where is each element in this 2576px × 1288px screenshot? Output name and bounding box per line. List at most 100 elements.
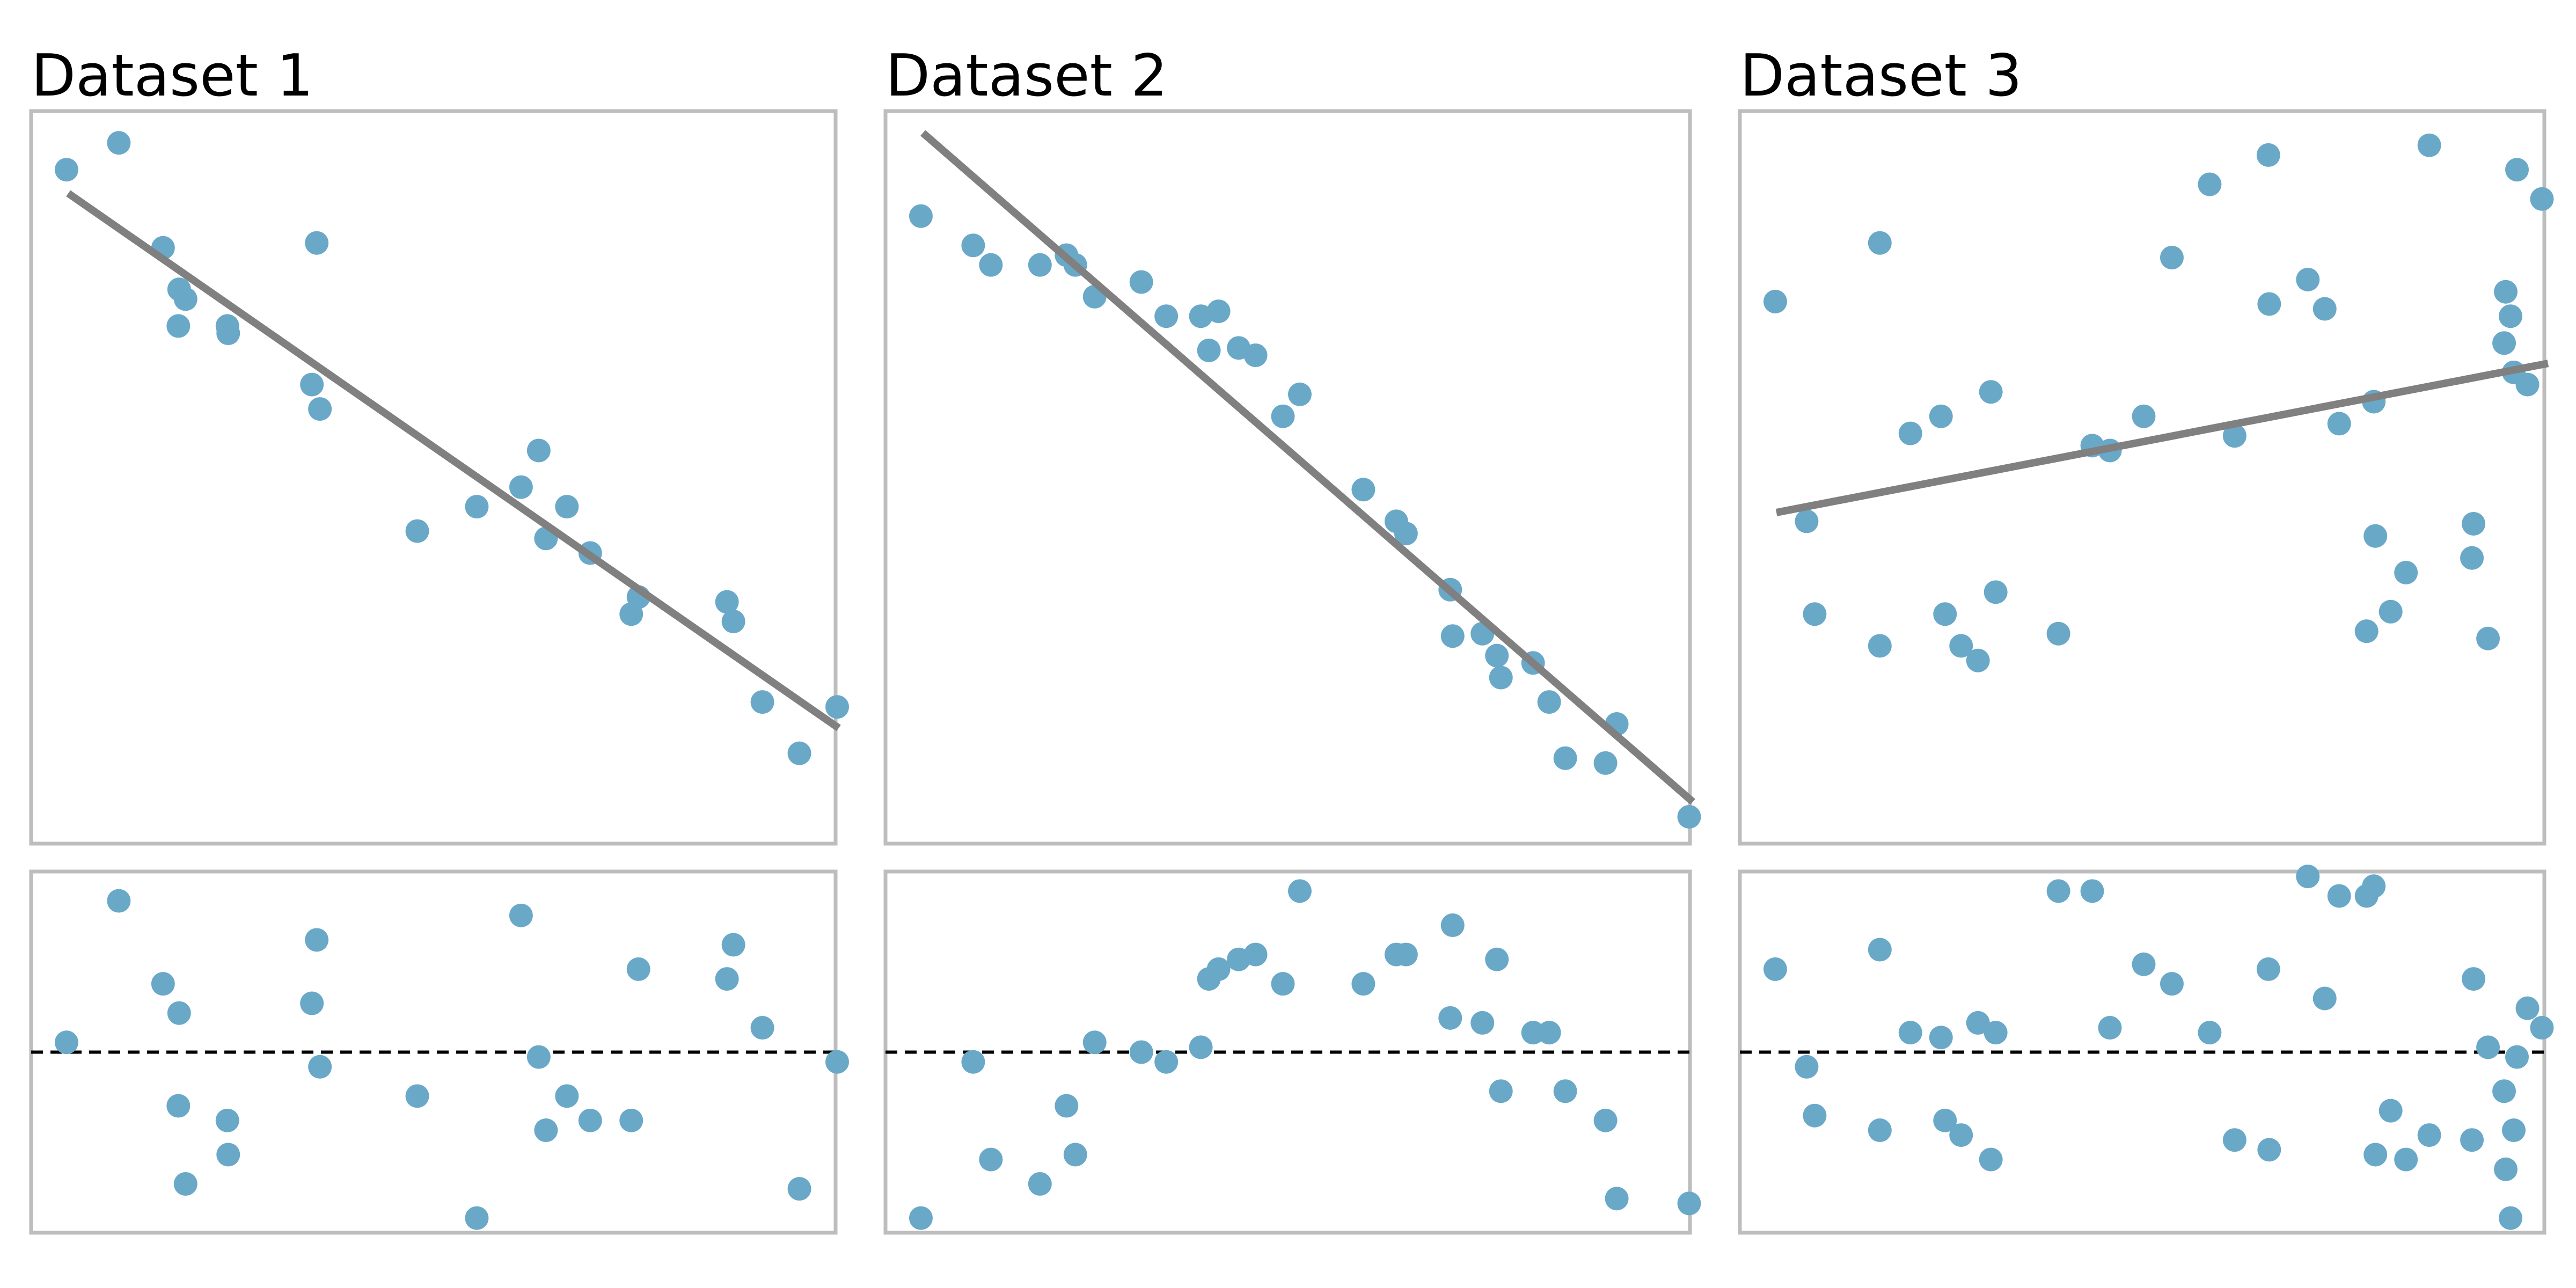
data-point [1271,404,1295,428]
residual-point [2098,1016,2122,1040]
residual-point [578,1108,602,1132]
residual-point [909,1206,933,1230]
data-point [1243,343,1268,367]
data-point [166,314,191,338]
data-point [526,438,551,463]
data-point [715,590,739,614]
data-point [979,253,1003,277]
residual-point [1537,1021,1561,1045]
scatter-frame [29,109,838,846]
data-point [54,158,78,182]
residual-point [2494,1157,2518,1181]
residual-point [2499,1206,2523,1230]
data-point [216,321,240,346]
residual-point [166,1094,191,1118]
residual-point [1440,913,1465,938]
data-point [1966,648,1990,672]
data-point [721,609,745,633]
data-point [1154,304,1179,328]
data-point [2394,560,2418,584]
data-point [2256,143,2280,167]
residual-point [787,1177,811,1201]
data-point [909,204,933,228]
residual-point [305,928,329,952]
residual-point [2198,1021,2222,1045]
residual-point [2530,1016,2554,1040]
residual-point [2417,1123,2441,1147]
data-point [1868,231,1892,255]
data-point [825,695,849,719]
data-point [2132,404,2156,428]
regression-line [1775,360,2549,516]
data-point [1677,804,1701,829]
data-point [1394,522,1418,546]
residual-point [750,1016,774,1040]
data-point [2354,619,2379,643]
residual-point [1593,1108,1618,1132]
residual-point [2046,879,2070,903]
residual-point [54,1030,78,1055]
residual-point [2460,1128,2484,1152]
data-point [1898,421,1922,445]
data-point [1933,602,1957,626]
panel-title: Dataset 2 [885,42,1168,109]
residual-point [1189,1035,1213,1059]
residual-point [1485,947,1509,971]
residual-point [2362,874,2386,898]
residual-point [1129,1040,1153,1064]
residual-point [2132,952,2156,976]
residual-point [2462,967,2486,991]
residual-point [1028,1172,1052,1196]
data-point [787,741,811,765]
data-point [465,495,489,519]
data-point [1197,338,1221,362]
data-point [1485,643,1509,668]
residual-point [1868,938,1892,962]
scatter-frame [883,109,1692,846]
panel-title: Dataset 1 [31,42,313,109]
data-point [1206,299,1231,324]
data-point [2198,172,2222,196]
residual-point [2515,996,2540,1020]
residual-point [1470,1011,1495,1035]
data-point [1984,580,2008,604]
residual-point [1803,1103,1827,1128]
data-point [300,372,324,397]
residual-point [2080,879,2104,903]
data-point [1795,509,1819,533]
data-point [2312,297,2337,321]
residual-point [2257,1138,2281,1162]
residual-point [1287,879,1312,903]
data-point [509,475,533,499]
residual-point [1438,1006,1462,1030]
residual-point [2256,957,2280,981]
residual-point [2312,986,2337,1011]
data-point [1189,304,1213,328]
residual-point [151,972,175,996]
residual-point [167,1001,191,1025]
residual-point [825,1050,849,1074]
data-point [1129,270,1153,294]
residual-point [215,1108,239,1132]
residual-point [721,933,745,957]
panel-title: Dataset 3 [1740,42,2022,109]
data-point [2222,424,2246,448]
data-point [2505,158,2529,182]
residual-point [626,957,650,981]
residual-point [1949,1123,1973,1147]
residual-point [1966,1011,1990,1035]
residual-point [1271,972,1295,996]
residual-point [1605,1187,1629,1211]
residual-point [1154,1050,1179,1074]
data-point [1489,665,1513,690]
data-point [305,231,329,255]
data-point [1351,478,1375,502]
data-point [173,287,197,311]
data-point [2046,621,2070,646]
residual-point [2379,1099,2403,1123]
residual-point [2502,1118,2526,1143]
residual-point [1898,1021,1922,1045]
data-point [2515,372,2540,397]
residual-point [2492,1079,2516,1103]
